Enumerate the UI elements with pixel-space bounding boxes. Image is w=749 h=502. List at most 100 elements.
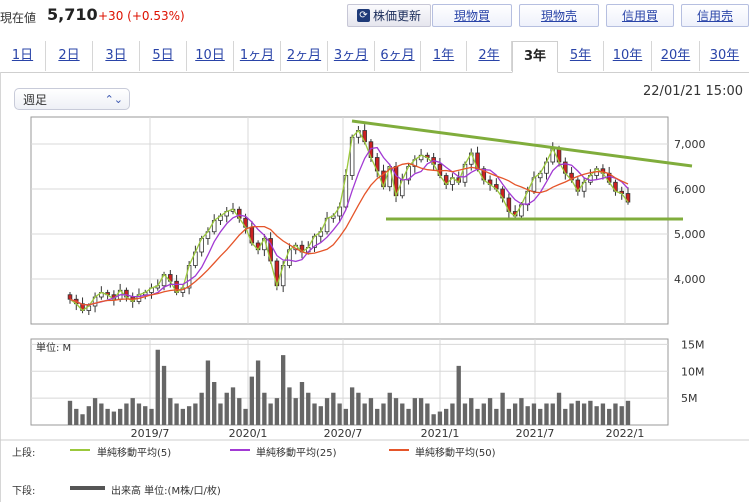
volume-bar (588, 400, 593, 425)
volume-bar (625, 400, 631, 425)
legend-sma25: 単純移動平均(25) (256, 448, 337, 459)
volume-bar (224, 392, 229, 425)
volume-bar (462, 403, 468, 425)
margin-sell-button[interactable]: 信用売 (681, 4, 749, 27)
tab-1y[interactable]: 1年 (421, 41, 467, 71)
tab-20y[interactable]: 20年 (652, 41, 700, 71)
volume-bar (512, 403, 518, 425)
volume-bar (343, 408, 349, 425)
volume-bar (205, 360, 211, 425)
volume-bar (287, 387, 292, 425)
period-select-value: 週足 (23, 93, 48, 107)
volume-bar (143, 406, 148, 425)
period-tabs: 1日 2日 3日 5日 10日 1ヶ月 2ヶ月 3ヶ月 6ヶ月 1年 2年 3年… (0, 41, 749, 73)
volume-bar (180, 408, 186, 425)
y-tick-label: 5,000 (674, 228, 706, 241)
legend (70, 449, 409, 490)
volume-bar (92, 398, 98, 425)
volume-bar (519, 398, 524, 425)
sma25-line (69, 146, 629, 306)
tab-2d[interactable]: 2日 (46, 41, 93, 71)
volume-bar (550, 403, 555, 425)
volume-unit-label: 単位: M (36, 341, 71, 354)
volume-bar (67, 400, 73, 425)
sma5-line (69, 129, 629, 312)
x-tick-label: 2022/1 (606, 427, 645, 440)
volume-bar (575, 400, 581, 425)
tab-5y[interactable]: 5年 (558, 41, 604, 71)
volume-bar (437, 411, 443, 425)
volume-bar (368, 398, 374, 425)
grid-lines (31, 117, 668, 425)
tab-3m[interactable]: 3ヶ月 (328, 41, 375, 71)
volume-bar (387, 392, 392, 425)
volume-bar (487, 398, 493, 425)
tab-1m[interactable]: 1ヶ月 (234, 41, 281, 71)
refresh-label: 株価更新 (372, 9, 421, 23)
volume-bar (556, 392, 562, 425)
volume-bar (581, 403, 587, 425)
legend-upper-label: 上段: (12, 448, 36, 459)
volume-y-tick-label: 5M (681, 392, 698, 405)
volume-plot-frame (30, 338, 669, 426)
moving-averages (69, 129, 629, 312)
tab-10y[interactable]: 10年 (604, 41, 652, 71)
volume-bar (375, 408, 380, 425)
chart-panel (0, 72, 749, 502)
period-select[interactable]: 週足 ⌃⌄ (14, 88, 130, 110)
volume-bar (481, 403, 486, 425)
volume-bar (613, 403, 618, 425)
volume-bar (199, 392, 204, 425)
y-axis-ticks: 4,000 5,000 6,000 7,000 5M 10M 15M (674, 138, 706, 405)
tab-10d[interactable]: 10日 (187, 41, 234, 71)
tab-30y[interactable]: 30年 (709, 48, 740, 63)
tab-2y[interactable]: 2年 (467, 41, 512, 71)
volume-bar (249, 376, 254, 425)
spot-buy-button[interactable]: 現物買 (432, 4, 512, 27)
volume-bar (174, 403, 179, 425)
candles (67, 124, 631, 315)
volume-bar (563, 408, 568, 425)
volume-bar (544, 403, 549, 425)
margin-buy-button[interactable]: 信用買 (606, 4, 674, 27)
spot-sell-button[interactable]: 現物売 (519, 4, 599, 27)
volume-bar (155, 349, 160, 425)
volume-bar (324, 398, 330, 425)
volume-bar (306, 392, 311, 425)
volume-bar (136, 403, 142, 425)
y-tick-label: 6,000 (674, 183, 706, 196)
volume-bar (569, 403, 574, 425)
volume-bar (280, 355, 286, 425)
tab-3y[interactable]: 3年 (512, 41, 558, 73)
volume-bar (124, 403, 129, 425)
refresh-price-button[interactable]: ⟳ 株価更新 (347, 4, 431, 27)
volume-bar (268, 403, 273, 425)
volume-bar (105, 408, 110, 425)
timestamp: 22/01/21 15:00 (643, 84, 743, 99)
x-tick-label: 2021/7 (516, 427, 555, 440)
volume-bar (117, 408, 123, 425)
volume-bar (381, 403, 386, 425)
volume-bar (619, 406, 624, 425)
sma50-line (69, 162, 629, 306)
volume-bar (349, 387, 355, 425)
volume-bar (230, 387, 236, 425)
tab-5d[interactable]: 5日 (140, 41, 187, 71)
x-tick-label: 2020/1 (229, 427, 268, 440)
volume-bar (412, 398, 418, 425)
tab-1d[interactable]: 1日 (0, 41, 46, 71)
volume-bar (475, 408, 480, 425)
volume-bar (469, 398, 474, 425)
volume-bar (406, 408, 411, 425)
tab-3d[interactable]: 3日 (93, 41, 140, 71)
header-bar: 現在値 5,710 +30 (+0.53%) ⟳ 株価更新 現物買 現物売 信用買… (0, 0, 749, 34)
volume-bar (494, 408, 499, 425)
tab-6m[interactable]: 6ヶ月 (375, 41, 421, 71)
volume-bar (500, 392, 505, 425)
volume-bar (193, 403, 198, 425)
volume-bar (262, 392, 267, 425)
volume-bar (243, 408, 248, 425)
tab-2m[interactable]: 2ヶ月 (281, 41, 328, 71)
volume-bar (111, 411, 117, 425)
